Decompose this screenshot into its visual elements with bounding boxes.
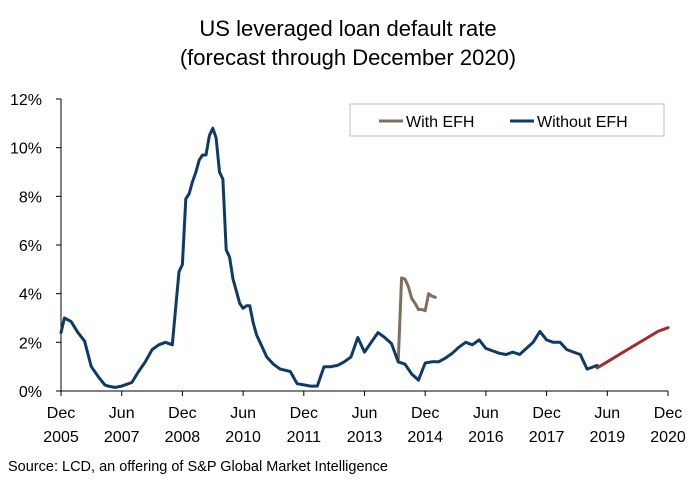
x-tick-month: Dec bbox=[47, 405, 75, 422]
x-tick-year: 2020 bbox=[650, 429, 686, 446]
x-tick-year: 2019 bbox=[590, 429, 626, 446]
x-tick-month: Jun bbox=[594, 405, 620, 422]
tick-labels: 0% 2% 4% 6% 8% 10% 12% Dec 2005 Jun 2007 Dec 2008 Jun… bbox=[10, 92, 686, 446]
x-tick-year: 2010 bbox=[225, 429, 261, 446]
x-tick-month: Jun bbox=[473, 405, 499, 422]
y-tick-label: 12% bbox=[10, 92, 42, 109]
x-tick-month: Dec bbox=[290, 405, 318, 422]
y-tick-label: 10% bbox=[10, 141, 42, 158]
x-tick-month: Dec bbox=[654, 405, 682, 422]
x-tick-year: 2007 bbox=[104, 429, 140, 446]
x-tick-year: 2013 bbox=[347, 429, 383, 446]
x-tick-month: Jun bbox=[230, 405, 256, 422]
x-tick-month: Dec bbox=[532, 405, 560, 422]
x-tick-year: 2016 bbox=[468, 429, 504, 446]
y-tick-label: 4% bbox=[19, 287, 42, 304]
axes bbox=[56, 98, 669, 396]
legend-label-with-efh: With EFH bbox=[406, 114, 474, 131]
x-tick-year: 2005 bbox=[43, 429, 79, 446]
series-with-efh bbox=[396, 276, 437, 364]
chart-title-line1: US leveraged loan default rate bbox=[199, 16, 497, 41]
x-tick-month: Jun bbox=[109, 405, 135, 422]
chart-title: US leveraged loan default rate (forecast… bbox=[0, 14, 696, 72]
series-lines bbox=[59, 126, 670, 389]
x-tick-month: Dec bbox=[168, 405, 196, 422]
x-tick-year: 2014 bbox=[407, 429, 443, 446]
source-note: Source: LCD, an offering of S&P Global M… bbox=[8, 459, 388, 475]
x-tick-month: Jun bbox=[352, 405, 378, 422]
x-tick-year: 2008 bbox=[165, 429, 201, 446]
x-tick-year: 2017 bbox=[529, 429, 565, 446]
x-tick-year: 2011 bbox=[287, 429, 322, 446]
chart-title-line2: (forecast through December 2020) bbox=[179, 45, 517, 70]
y-tick-label: 6% bbox=[19, 238, 42, 255]
legend: With EFH Without EFH bbox=[349, 103, 665, 137]
y-tick-label: 0% bbox=[19, 384, 42, 401]
series-forecast bbox=[595, 326, 670, 370]
x-tick-month: Dec bbox=[411, 405, 439, 422]
legend-label-without-efh: Without EFH bbox=[537, 114, 628, 131]
series-without-efh bbox=[59, 126, 599, 389]
y-tick-label: 2% bbox=[19, 335, 42, 352]
y-tick-label: 8% bbox=[19, 189, 42, 206]
